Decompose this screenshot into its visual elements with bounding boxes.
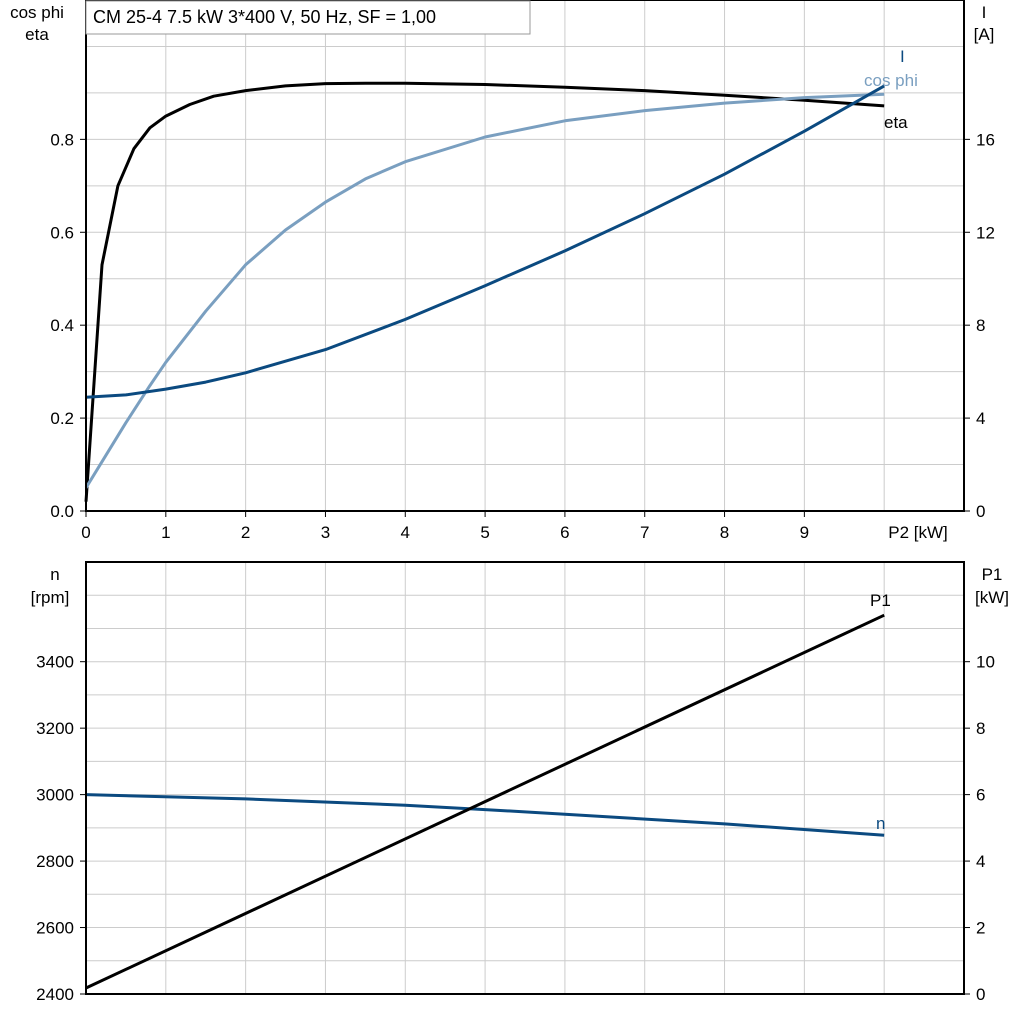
series-label-cos-phi: cos phi	[864, 71, 918, 90]
y-right-tick-label: 8	[976, 316, 985, 335]
y-left-tick-label: 3200	[36, 719, 74, 738]
series-label-I: I	[900, 47, 905, 66]
x-tick-label: 7	[640, 523, 649, 542]
x-tick-label: 8	[720, 523, 729, 542]
y-right-tick-label: 10	[976, 653, 995, 672]
y-right-tick-label: 12	[976, 223, 995, 242]
y-right-tick-label: 8	[976, 719, 985, 738]
y-left-tick-label: 2400	[36, 985, 74, 1004]
bottom-left-axis-label-2: [rpm]	[31, 588, 70, 607]
y-right-tick-label: 6	[976, 786, 985, 805]
chart-title: CM 25-4 7.5 kW 3*400 V, 50 Hz, SF = 1,00	[93, 7, 436, 27]
series-line-P1	[85, 613, 885, 990]
y-left-tick-label: 2600	[36, 919, 74, 938]
top-plot-frame	[85, 0, 965, 512]
top-right-axis-label-1: I	[982, 3, 987, 22]
y-left-tick-label: 0.6	[50, 223, 74, 242]
top-left-axis-label-2: eta	[25, 25, 49, 44]
y-right-tick-label: 0	[976, 985, 985, 1004]
y-left-tick-label: 3000	[36, 786, 74, 805]
bottom-grid	[86, 562, 964, 994]
top-right-axis-label-2: [A]	[974, 25, 995, 44]
x-axis-label: P2 [kW]	[888, 523, 948, 542]
top-grid	[86, 0, 964, 511]
y-right-tick-label: 16	[976, 130, 995, 149]
y-left-tick-label: 0.0	[50, 502, 74, 521]
y-right-tick-label: 4	[976, 852, 985, 871]
bottom-left-axis-label-1: n	[50, 565, 59, 584]
x-tick-label: 4	[401, 523, 410, 542]
x-tick-label: 6	[560, 523, 569, 542]
series-line-eta	[84, 81, 885, 502]
bottom-plot-frame	[85, 561, 965, 995]
series-line-cos-phi	[84, 92, 885, 489]
x-tick-label: 0	[81, 523, 90, 542]
series-lines	[84, 81, 885, 990]
y-right-tick-label: 0	[976, 502, 985, 521]
x-tick-label: 5	[480, 523, 489, 542]
y-left-tick-label: 0.4	[50, 316, 74, 335]
title-box: CM 25-4 7.5 kW 3*400 V, 50 Hz, SF = 1,00	[85, 0, 531, 35]
bottom-right-axis-label-1: P1	[982, 565, 1003, 584]
top-left-axis-label-1: cos phi	[10, 3, 64, 22]
series-label-n: n	[876, 814, 885, 833]
x-tick-label: 2	[241, 523, 250, 542]
y-left-tick-label: 2800	[36, 852, 74, 871]
series-label-P1: P1	[870, 591, 891, 610]
y-left-tick-label: 0.2	[50, 409, 74, 428]
x-tick-label: 9	[800, 523, 809, 542]
x-tick-label: 1	[161, 523, 170, 542]
y-right-tick-label: 2	[976, 919, 985, 938]
bottom-right-axis-label-2: [kW]	[975, 588, 1009, 607]
y-left-tick-label: 0.8	[50, 130, 74, 149]
y-right-tick-label: 4	[976, 409, 985, 428]
series-line-n	[85, 793, 885, 837]
series-line-I	[85, 84, 885, 399]
y-left-tick-label: 3400	[36, 653, 74, 672]
x-tick-label: 3	[321, 523, 330, 542]
series-label-eta: eta	[884, 113, 908, 132]
